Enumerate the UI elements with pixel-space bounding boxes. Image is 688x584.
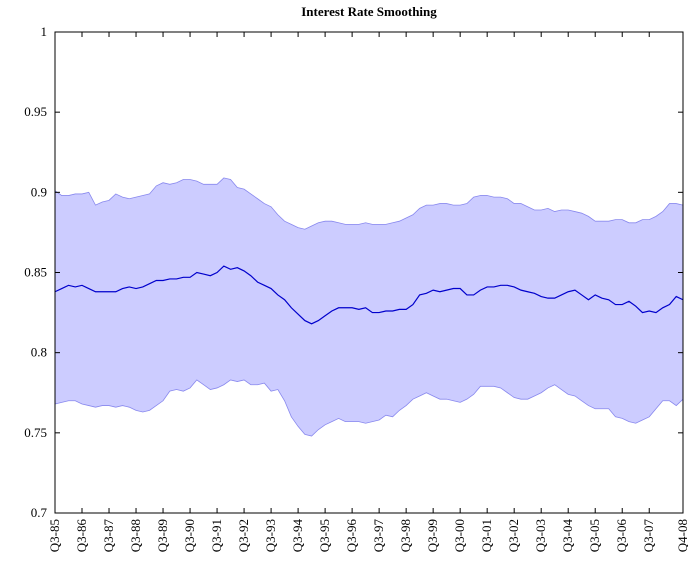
- x-tick-label: Q3-93: [263, 519, 278, 552]
- y-tick-label: 0.85: [24, 265, 47, 280]
- x-tick-label: Q3-87: [101, 519, 116, 553]
- y-tick-label: 0.8: [31, 345, 47, 360]
- x-tick-label: Q3-91: [209, 519, 224, 552]
- y-tick-label: 0.9: [31, 184, 47, 199]
- x-tick-label: Q3-98: [398, 519, 413, 552]
- x-tick-label: Q3-88: [128, 519, 143, 552]
- x-tick-label: Q3-86: [74, 519, 89, 553]
- x-tick-label: Q3-99: [425, 519, 440, 552]
- x-tick-label: Q3-92: [236, 519, 251, 552]
- band-edge: [54, 177, 684, 230]
- x-tick-label: Q3-95: [317, 519, 332, 552]
- y-tick-label: 0.7: [31, 505, 48, 520]
- band-edge: [54, 379, 684, 437]
- x-tick-label: Q3-94: [290, 519, 305, 553]
- x-tick-label: Q3-85: [47, 519, 62, 552]
- confidence-band: [55, 177, 683, 437]
- x-tick-label: Q3-97: [371, 519, 386, 553]
- x-tick-label: Q3-00: [452, 519, 467, 552]
- chart-title: Interest Rate Smoothing: [301, 4, 437, 19]
- x-tick-label: Q3-06: [614, 519, 629, 553]
- median-line: [54, 265, 684, 325]
- x-tick-label: Q3-04: [560, 519, 575, 553]
- x-tick-label: Q3-07: [641, 519, 656, 553]
- x-tick-label: Q3-03: [533, 519, 548, 552]
- x-tick-label: Q3-90: [182, 519, 197, 552]
- y-tick-label: 0.95: [24, 104, 47, 119]
- y-tick-label: 1: [41, 24, 48, 39]
- x-tick-label: Q3-89: [155, 519, 170, 552]
- x-tick-label: Q4-08: [675, 519, 688, 552]
- x-tick-label: Q3-96: [344, 519, 359, 553]
- x-tick-label: Q3-05: [587, 519, 602, 552]
- x-tick-label: Q3-02: [506, 519, 521, 552]
- y-tick-label: 0.75: [24, 425, 47, 440]
- x-tick-label: Q3-01: [479, 519, 494, 552]
